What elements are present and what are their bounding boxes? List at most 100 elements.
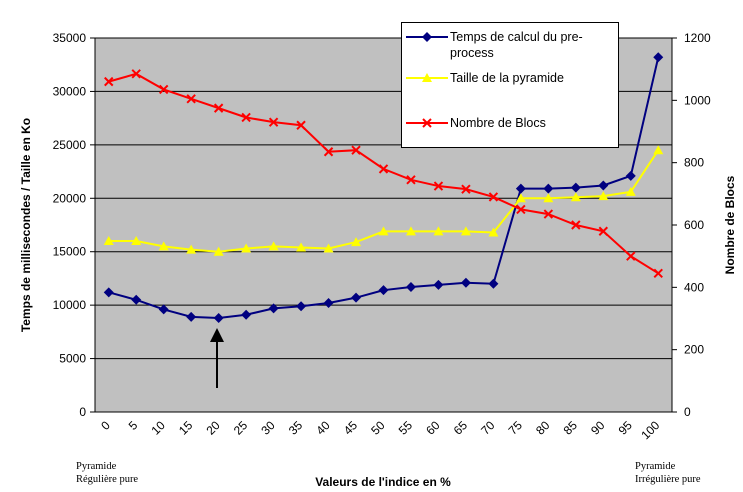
point (570, 192, 581, 202)
point (433, 226, 444, 236)
point (405, 226, 416, 236)
legend-label: Taille de la pyramide (450, 71, 564, 85)
y2-tick-label: 1200 (684, 31, 711, 45)
point (422, 32, 432, 42)
point (268, 303, 279, 314)
point (158, 84, 169, 95)
y-tick-label: 0 (79, 405, 86, 419)
x-tick-label: 80 (533, 418, 553, 438)
point (626, 251, 636, 261)
point (296, 301, 307, 312)
point (268, 117, 279, 127)
point (241, 112, 251, 123)
x-tick-label: 100 (638, 418, 662, 442)
point (516, 204, 526, 215)
y-axis-title: Temps de millisecondes / Taille en Ko (19, 118, 33, 332)
y-tick-label: 25000 (53, 138, 87, 152)
point (323, 298, 334, 309)
point (241, 243, 252, 253)
point (422, 73, 432, 82)
point (186, 94, 196, 104)
point (378, 164, 389, 174)
y-tick-label: 20000 (53, 191, 87, 205)
x-tick-label: 15 (176, 418, 196, 438)
point (625, 170, 636, 181)
point (351, 145, 361, 155)
point (571, 220, 581, 230)
arrow-head (210, 328, 224, 342)
point (158, 241, 169, 251)
point (598, 226, 609, 236)
point (131, 236, 142, 246)
x-tick-label: 20 (203, 418, 223, 438)
x-tick-label: 35 (286, 418, 306, 438)
point (570, 182, 581, 193)
point (460, 226, 471, 236)
legend: Temps de calcul du pre- process Taille de… (401, 22, 619, 148)
annotation: Pyramide Irrégulière pure (635, 461, 701, 485)
point (406, 175, 416, 185)
point (131, 69, 141, 79)
x-tick-label: 70 (478, 418, 498, 438)
point (598, 180, 609, 191)
point (186, 244, 197, 254)
point (515, 183, 526, 194)
point (186, 311, 197, 322)
y2-axis-title: Nombre de Blocs (723, 175, 737, 274)
y2-tick-label: 600 (684, 218, 704, 232)
legend-label: Nombre de Blocs (450, 116, 546, 130)
legend-label: Temps de calcul du pre- process (450, 30, 583, 60)
point (351, 237, 362, 247)
point (296, 242, 307, 252)
point (241, 309, 252, 320)
y-tick-label: 15000 (53, 245, 87, 259)
point (323, 147, 334, 157)
point (543, 183, 554, 194)
point (104, 76, 114, 87)
point (103, 287, 114, 298)
point (158, 304, 169, 315)
x-tick-label: 25 (231, 418, 251, 438)
x-axis-title: Valeurs de l'indice en % (315, 475, 451, 489)
point (488, 227, 499, 237)
point (296, 120, 306, 130)
point (598, 191, 609, 201)
point (268, 241, 279, 251)
point (488, 192, 499, 202)
legend-swatch (406, 118, 448, 128)
legend-swatch (406, 73, 448, 82)
x-tick-label: 85 (561, 418, 581, 438)
x-tick-label: 90 (588, 418, 608, 438)
point (131, 294, 142, 305)
point (213, 312, 224, 323)
point (378, 285, 389, 296)
x-tick-label: 60 (423, 418, 443, 438)
y2-tick-label: 1000 (684, 93, 711, 107)
point (653, 52, 664, 63)
x-tick-label: 55 (396, 418, 416, 438)
point (488, 278, 499, 289)
point (422, 118, 432, 128)
x-tick-label: 30 (258, 418, 278, 438)
x-tick-label: 50 (368, 418, 388, 438)
x-tick-label: 0 (98, 418, 113, 433)
x-tick-label: 75 (506, 418, 526, 438)
point (460, 277, 471, 288)
y-tick-label: 30000 (53, 84, 87, 98)
x-tick-label: 45 (341, 418, 361, 438)
y2-tick-label: 200 (684, 343, 704, 357)
point (653, 145, 664, 155)
point (515, 193, 526, 203)
point (625, 186, 636, 196)
y2-tick-label: 800 (684, 156, 704, 170)
point (213, 103, 224, 113)
y-tick-label: 10000 (53, 298, 87, 312)
point (213, 246, 224, 256)
y2-tick-label: 400 (684, 280, 704, 294)
point (543, 209, 554, 219)
x-tick-label: 95 (616, 418, 636, 438)
point (103, 236, 114, 246)
point (433, 279, 444, 290)
